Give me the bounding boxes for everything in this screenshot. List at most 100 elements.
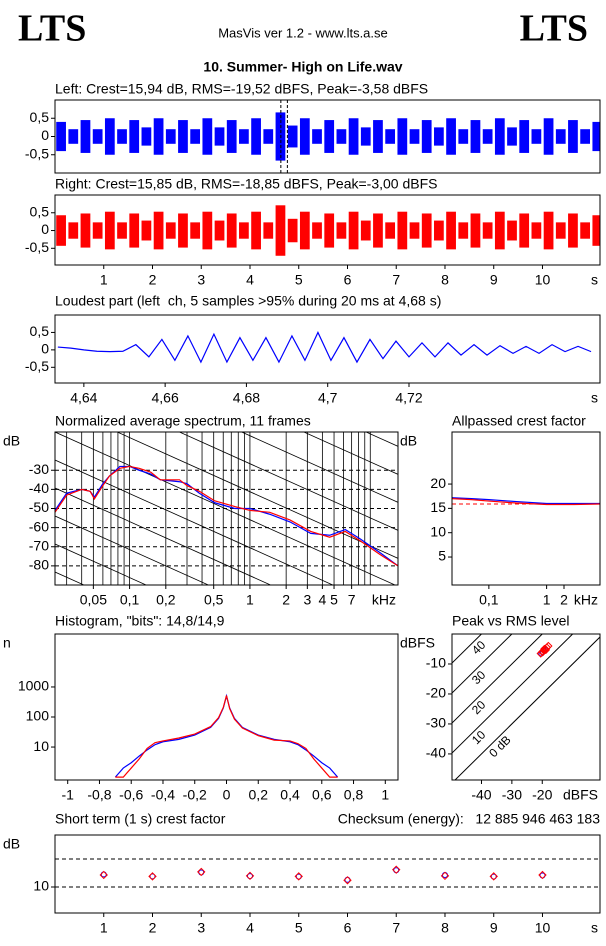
- waveform-bar: [299, 118, 310, 155]
- plot-frame: [54, 194, 601, 266]
- x-tick-label: 4,7: [318, 390, 338, 406]
- y-tick-label: -30: [426, 715, 446, 731]
- x-tick-label: 0,05: [80, 592, 107, 608]
- x-tick-label: -0,2: [183, 787, 207, 803]
- waveform-bar: [568, 213, 578, 248]
- series-line: [57, 331, 592, 364]
- x-tick-label: 6: [344, 272, 352, 288]
- x-tick-label: 0,2: [156, 592, 176, 608]
- y-tick-label: 5: [438, 548, 446, 564]
- point: [245, 871, 255, 881]
- y-tick-label: -0,5: [25, 239, 49, 255]
- y-axis-label: dB: [3, 433, 20, 449]
- x-axis-label: dBFS: [563, 787, 598, 803]
- waveform-bar: [531, 222, 542, 239]
- point: [490, 873, 497, 880]
- x-tick-label: -0,6: [119, 787, 143, 803]
- waveform-bar: [543, 118, 554, 155]
- x-tick-label: 9: [490, 920, 498, 936]
- y-tick-label: 0,5: [30, 109, 50, 125]
- plot-area: [55, 432, 398, 585]
- point: [149, 873, 156, 880]
- y-tick-label: 10: [430, 523, 446, 539]
- y-tick-label: 0,5: [30, 203, 50, 219]
- slope-line: [55, 432, 396, 585]
- x-tick-label: 0,5: [204, 592, 224, 608]
- y-tick-label: -50: [29, 499, 49, 515]
- point: [392, 865, 401, 874]
- plot-frame: [54, 431, 399, 586]
- x-tick-label: 5: [295, 920, 303, 936]
- waveform-bar: [531, 129, 542, 144]
- waveform-bar: [494, 118, 505, 155]
- y-tick-label: 20: [430, 475, 446, 491]
- x-tick-label: 3: [197, 920, 205, 936]
- y-tick-label: -40: [426, 745, 446, 761]
- point: [541, 645, 551, 655]
- waveform-bar: [92, 129, 103, 144]
- waveform-bar: [324, 213, 335, 248]
- crest-line: [452, 634, 513, 694]
- waveform-bar: [592, 121, 600, 152]
- chart-title: Histogram, "bits": 14,8/14,9: [55, 613, 225, 629]
- waveform-bar: [190, 129, 201, 144]
- x-tick-label: 1: [543, 592, 551, 608]
- plot-frame: [54, 99, 601, 174]
- waveform-bar: [68, 222, 79, 239]
- y-axis-label: dBFS: [400, 635, 435, 651]
- waveform-bar: [312, 129, 322, 144]
- x-tick-label: 9: [490, 272, 498, 288]
- plot-area: [114, 693, 339, 778]
- x-axis-label: kHz: [574, 592, 598, 608]
- point: [246, 873, 253, 880]
- y-tick-label: 15: [430, 499, 446, 515]
- y-tick-label: -40: [29, 480, 49, 496]
- x-tick-label: 0,2: [249, 787, 269, 803]
- slope-line: [55, 459, 334, 585]
- x-tick-label: 1: [246, 592, 254, 608]
- waveform-bar: [580, 129, 591, 144]
- x-tick-label: -0,8: [87, 787, 111, 803]
- waveform-bar: [434, 220, 444, 241]
- crest-line: [452, 634, 543, 724]
- waveform-bar: [373, 120, 383, 153]
- plot-frame: [451, 633, 601, 781]
- plot-area: [452, 497, 600, 506]
- point: [294, 872, 303, 881]
- waveform-bar: [287, 218, 298, 243]
- point: [99, 870, 108, 880]
- y-tick-label: -60: [29, 518, 49, 534]
- plot-frame: [451, 431, 601, 586]
- y-tick-label: 0: [41, 127, 49, 143]
- x-tick-label: 1: [381, 787, 389, 803]
- x-tick-label: 0,6: [312, 787, 332, 803]
- waveform-bar: [251, 211, 261, 250]
- x-tick-label: -1: [61, 787, 74, 803]
- waveform-bar: [482, 129, 493, 144]
- waveform-bar: [555, 129, 566, 144]
- plot-frame: [54, 314, 601, 384]
- waveform-bar: [421, 120, 432, 153]
- slope-line: [302, 432, 398, 475]
- plot-frame: [54, 834, 601, 914]
- point: [489, 872, 498, 881]
- point: [295, 873, 302, 880]
- waveform-bar: [360, 127, 371, 146]
- waveform-bar: [178, 120, 188, 153]
- waveform-bar: [263, 129, 274, 144]
- plot-area: [57, 331, 592, 364]
- x-tick-label: 3: [197, 272, 205, 288]
- waveform-bar: [251, 118, 261, 155]
- waveform-bar: [287, 125, 298, 148]
- y-tick-label: -30: [29, 461, 49, 477]
- waveform-bar: [409, 129, 420, 144]
- plot-frame: [54, 633, 399, 781]
- waveform-bar: [568, 120, 578, 153]
- y-tick-label: -10: [426, 655, 446, 671]
- point: [197, 867, 206, 877]
- waveform-bar: [397, 211, 408, 250]
- y-axis-label: n: [3, 635, 11, 651]
- waveform-bar: [312, 222, 322, 239]
- waveform-bar: [202, 118, 213, 155]
